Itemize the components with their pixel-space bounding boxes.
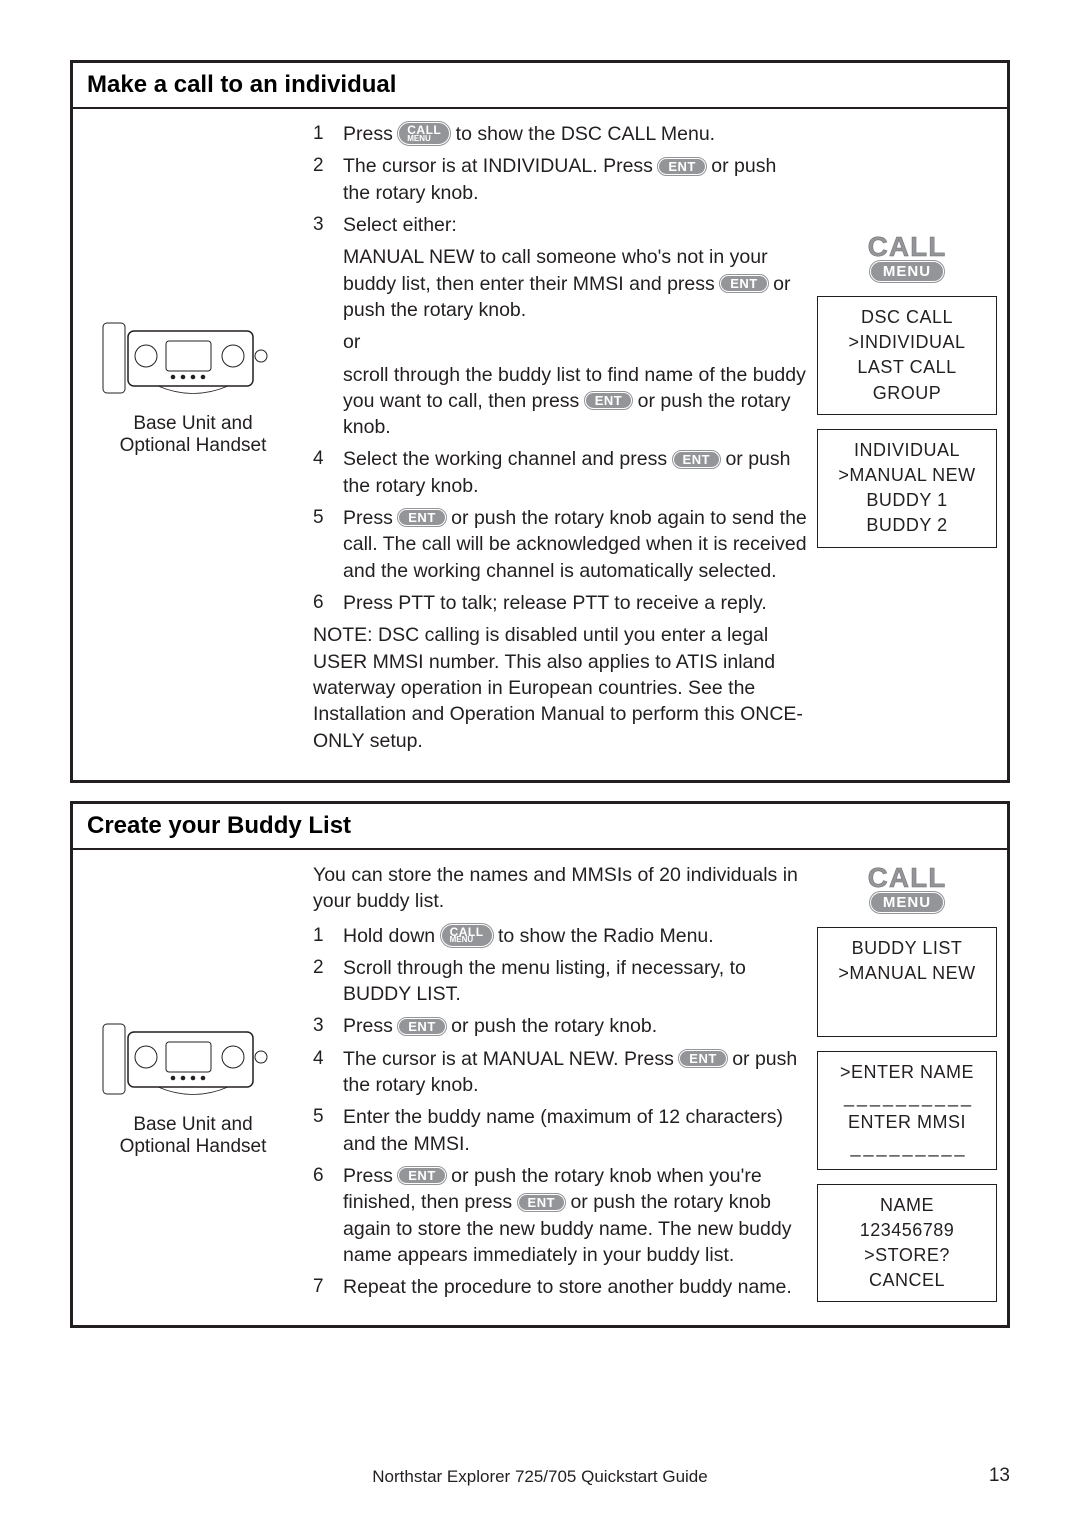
call-menu-badge: CALL MENU [868,231,947,282]
section-make-call: Make a call to an individual Base Unit a… [70,60,1010,783]
step-text: Select either: [343,212,807,238]
step-number: 3 [313,212,343,238]
step-item: 2Scroll through the menu listing, if nec… [313,955,807,1008]
s2-screen3: NAME 123456789 >STORE? CANCEL [817,1184,997,1303]
step-number: 5 [313,505,343,584]
step-text: Press PTT to talk; release PTT to receiv… [343,590,807,616]
section2-title: Create your Buddy List [73,804,1007,850]
s2-screen1: BUDDY LIST >MANUAL NEW [817,927,997,1037]
step-number: 2 [313,153,343,206]
step-text: Press CALLMENU to show the DSC CALL Menu… [343,121,807,147]
step-text: Hold down CALLMENU to show the Radio Men… [343,923,807,949]
step-text: MANUAL NEW to call someone who's not in … [343,244,807,323]
call-menu-badge-2: CALL MENU [868,862,947,913]
ent-button-icon: ENT [679,1050,727,1067]
step-number [313,362,343,441]
step-number: 1 [313,121,343,147]
step-text: The cursor is at MANUAL NEW. Press ENT o… [343,1046,807,1099]
step-text: Select the working channel and press ENT… [343,446,807,499]
step-text: or [343,329,807,355]
step-text: Enter the buddy name (maximum of 12 char… [343,1104,807,1157]
step-number: 6 [313,1163,343,1268]
step-text: The cursor is at INDIVIDUAL. Press ENT o… [343,153,807,206]
ent-button-icon: ENT [658,158,706,175]
step-item: 7Repeat the procedure to store another b… [313,1274,807,1300]
ent-button-icon: ENT [673,451,721,468]
ent-button-icon: ENT [398,1167,446,1184]
step-item: MANUAL NEW to call someone who's not in … [313,244,807,323]
call-menu-button-icon: CALLMENU [398,122,450,145]
step-text: Scroll through the menu listing, if nece… [343,955,807,1008]
step-item: 5Press ENT or push the rotary knob again… [313,505,807,584]
step-number: 5 [313,1104,343,1157]
section2-steps: You can store the names and MMSIs of 20 … [313,862,807,1307]
section2-right: CALL MENU BUDDY LIST >MANUAL NEW >ENTER … [817,862,997,1307]
step-item: or [313,329,807,355]
step-item: 6Press ENT or push the rotary knob when … [313,1163,807,1268]
section1-steps: 1Press CALLMENU to show the DSC CALL Men… [313,121,807,762]
step-text: Press ENT or push the rotary knob when y… [343,1163,807,1268]
step-text: scroll through the buddy list to find na… [343,362,807,441]
step-item: 3Press ENT or push the rotary knob. [313,1013,807,1039]
step-text: Press ENT or push the rotary knob. [343,1013,807,1039]
step-item: scroll through the buddy list to find na… [313,362,807,441]
step-number: 3 [313,1013,343,1039]
step-number [313,329,343,355]
step-text: Repeat the procedure to store another bu… [343,1274,807,1300]
ent-button-icon: ENT [720,275,768,292]
step-item: 2The cursor is at INDIVIDUAL. Press ENT … [313,153,807,206]
ent-button-icon: ENT [585,392,633,409]
ent-button-icon: ENT [398,1018,446,1035]
section1-title: Make a call to an individual [73,63,1007,109]
ent-button-icon: ENT [398,509,446,526]
step-item: 4The cursor is at MANUAL NEW. Press ENT … [313,1046,807,1099]
s1-caption1: Base Unit and [83,413,303,435]
step-number [313,244,343,323]
step-number: 4 [313,446,343,499]
section-buddy-list: Create your Buddy List Base Unit and Opt… [70,801,1010,1328]
ent-button-icon: ENT [518,1194,566,1211]
section2-left: Base Unit and Optional Handset [83,862,303,1307]
s1-caption2: Optional Handset [83,435,303,457]
step-number: 1 [313,923,343,949]
radio-illustration-2 [98,1012,288,1102]
step-item: 1Press CALLMENU to show the DSC CALL Men… [313,121,807,147]
step-item: 3Select either: [313,212,807,238]
step-number: 7 [313,1274,343,1300]
section1-left: Base Unit and Optional Handset [83,121,303,762]
step-text: Press ENT or push the rotary knob again … [343,505,807,584]
step-item: 4Select the working channel and press EN… [313,446,807,499]
section1-right: CALL MENU DSC CALL >INDIVIDUAL LAST CALL… [817,121,997,762]
footer-text: Northstar Explorer 725/705 Quickstart Gu… [0,1467,1080,1487]
step-item: 1Hold down CALLMENU to show the Radio Me… [313,923,807,949]
s1-screen1: DSC CALL >INDIVIDUAL LAST CALL GROUP [817,296,997,415]
step-item: 6Press PTT to talk; release PTT to recei… [313,590,807,616]
page-number: 13 [989,1465,1010,1487]
s2-caption1: Base Unit and [83,1114,303,1136]
step-number: 6 [313,590,343,616]
s2-intro: You can store the names and MMSIs of 20 … [313,862,807,915]
step-number: 4 [313,1046,343,1099]
s2-screen2: >ENTER NAME _ _ _ _ _ _ _ _ _ _ ENTER MM… [817,1051,997,1170]
s1-note: NOTE: DSC calling is disabled until you … [313,622,807,754]
step-item: 5Enter the buddy name (maximum of 12 cha… [313,1104,807,1157]
s2-caption2: Optional Handset [83,1136,303,1158]
radio-illustration [98,311,288,401]
step-number: 2 [313,955,343,1008]
s1-screen2: INDIVIDUAL >MANUAL NEW BUDDY 1 BUDDY 2 [817,429,997,548]
call-menu-button-icon: CALLMENU [441,924,493,947]
